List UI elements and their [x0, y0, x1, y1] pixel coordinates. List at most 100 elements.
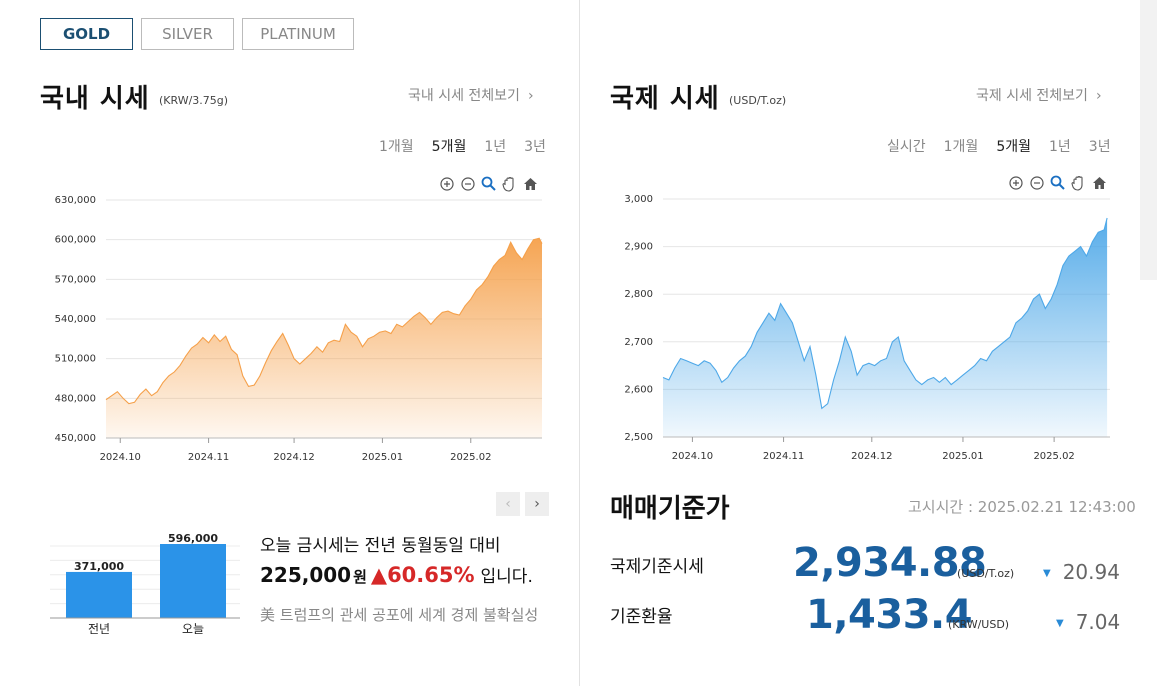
rate-change-fx: ▼ 7.04 [1056, 610, 1120, 634]
y-tick-label: 2,900 [624, 242, 653, 253]
home-icon[interactable] [522, 175, 539, 192]
domestic-price-chart[interactable]: 630,000 600,000 570,000 540,000 510,000 480,0… [40, 190, 550, 475]
comparison-bar [160, 544, 226, 618]
tab-platinum[interactable]: PLATINUM [242, 18, 354, 50]
international-view-all-link[interactable]: 국제 시세 전체보기 › [976, 85, 1102, 105]
domestic-unit: (KRW/3.75g) [159, 94, 229, 107]
tab-silver[interactable]: SILVER [141, 18, 234, 50]
pan-hand-icon[interactable] [501, 175, 518, 192]
price-area [106, 238, 542, 438]
comparison-line1: 오늘 금시세는 전년 동월동일 대비 [260, 536, 501, 556]
price-line [662, 217, 1108, 410]
yoy-comparison-chart: 371,000 전년 596,000 오늘 [50, 532, 240, 636]
domestic-view-all-link[interactable]: 국내 시세 전체보기 › [408, 85, 534, 105]
domestic-chart-toolbar [438, 175, 539, 192]
pan-hand-icon[interactable] [1070, 174, 1087, 191]
international-range-5m[interactable]: 5개월 [996, 139, 1031, 155]
international-price-chart[interactable]: 3,000 2,900 2,800 2,700 2,600 2,500 2024.10 202… [610, 190, 1120, 475]
scrollbar-track[interactable] [1140, 0, 1157, 280]
bar-category-label: 오늘 [182, 622, 204, 636]
rate-value-fx: 1,433.4 [806, 592, 973, 638]
magnifier-icon[interactable] [480, 175, 497, 192]
chevron-right-icon: › [1095, 88, 1102, 104]
magnifier-icon[interactable] [1049, 174, 1066, 191]
domestic-range-5m[interactable]: 5개월 [431, 139, 467, 155]
rate-change-intl: ▼ 20.94 [1043, 560, 1120, 584]
domestic-range-1y[interactable]: 1년 [484, 139, 507, 155]
y-tick-label: 510,000 [55, 354, 96, 365]
x-tick-label: 2024.10 [672, 451, 713, 462]
comparison-tail: 입니다. [480, 567, 533, 587]
international-range-live[interactable]: 실시간 [887, 139, 926, 155]
bar-value-label: 371,000 [74, 560, 124, 573]
comparison-won: 원 [353, 568, 367, 586]
rate-unit-fx: (KRW/USD) [948, 618, 1010, 631]
notice-time: 고시시간 : 2025.02.21 12:43:00 [908, 498, 1136, 516]
news-headline-link[interactable]: 美 트럼프의 관세 공포에 세계 경제 불확실성 [260, 606, 539, 624]
international-range-3y[interactable]: 3년 [1088, 139, 1111, 155]
domestic-range-1m[interactable]: 1개월 [379, 139, 414, 155]
x-tick-label: 2024.11 [763, 451, 804, 462]
zoom-in-icon[interactable] [1007, 174, 1024, 191]
y-tick-label: 2,500 [624, 432, 653, 443]
price-line [105, 237, 543, 405]
standard-price-title: 매매기준가 [610, 494, 730, 524]
y-tick-label: 450,000 [55, 433, 96, 444]
domestic-title: 국내 시세 [40, 84, 150, 114]
domestic-range-tabs: 1개월 5개월 1년 3년 [379, 136, 546, 156]
rate-change-intl-value: 20.94 [1062, 560, 1120, 584]
x-tick-label: 2024.11 [188, 452, 229, 463]
zoom-in-icon[interactable] [438, 175, 455, 192]
x-tick-label: 2025.02 [1033, 451, 1074, 462]
international-unit: (USD/T.oz) [729, 94, 787, 107]
international-chart-toolbar [1007, 174, 1108, 191]
home-icon[interactable] [1091, 174, 1108, 191]
price-area [663, 218, 1108, 437]
y-tick-label: 630,000 [55, 195, 96, 206]
rate-label-fx: 기준환율 [610, 607, 673, 627]
comparison-line2: 225,000 원 ▲60.65% 입니다. [260, 560, 550, 592]
international-range-1y[interactable]: 1년 [1048, 139, 1071, 155]
international-range-tabs: 실시간 1개월 5개월 1년 3년 [887, 136, 1111, 156]
up-arrow-icon: ▲ [370, 563, 388, 587]
zoom-out-icon[interactable] [1028, 174, 1045, 191]
y-tick-label: 480,000 [55, 393, 96, 404]
zoom-out-icon[interactable] [459, 175, 476, 192]
tab-gold[interactable]: GOLD [40, 18, 133, 50]
international-title: 국제 시세 [610, 84, 720, 114]
y-tick-label: 600,000 [55, 235, 96, 246]
next-button[interactable]: › [525, 492, 549, 516]
y-tick-label: 570,000 [55, 274, 96, 285]
x-tick-label: 2025.01 [942, 451, 983, 462]
prev-button[interactable]: ‹ [496, 492, 520, 516]
chevron-right-icon: › [527, 88, 534, 104]
comparison-percent: 60.65% [387, 563, 475, 587]
down-triangle-icon: ▼ [1043, 568, 1051, 579]
x-tick-label: 2025.02 [450, 452, 491, 463]
domestic-view-all-label: 국내 시세 전체보기 [408, 88, 520, 104]
rate-label-intl: 국제기준시세 [610, 557, 704, 577]
comparison-amount: 225,000 [260, 563, 352, 587]
yoy-comparison-text: 오늘 금시세는 전년 동월동일 대비 225,000 원 ▲60.65% 입니다. 美… [260, 532, 550, 625]
x-tick-label: 2024.12 [851, 451, 892, 462]
rate-value-intl: 2,934.88 [793, 540, 987, 586]
bar-value-label: 596,000 [168, 532, 218, 545]
x-tick-label: 2024.12 [273, 452, 314, 463]
down-triangle-icon: ▼ [1056, 618, 1064, 629]
column-divider [579, 0, 580, 686]
y-tick-label: 2,600 [624, 384, 653, 395]
y-tick-label: 540,000 [55, 314, 96, 325]
x-tick-label: 2024.10 [100, 452, 141, 463]
international-range-1m[interactable]: 1개월 [943, 139, 979, 155]
rate-change-fx-value: 7.04 [1075, 610, 1121, 634]
metal-tabs: GOLD SILVER PLATINUM [40, 18, 354, 50]
rate-unit-intl: (USD/T.oz) [957, 567, 1015, 580]
y-tick-label: 2,700 [624, 337, 653, 348]
x-tick-label: 2025.01 [362, 452, 403, 463]
comparison-bar [66, 571, 132, 618]
news-pager: ‹ › [496, 492, 549, 516]
bar-category-label: 전년 [88, 622, 110, 636]
domestic-range-3y[interactable]: 3년 [524, 139, 546, 155]
y-tick-label: 2,800 [624, 289, 653, 300]
international-view-all-label: 국제 시세 전체보기 [976, 88, 1088, 104]
